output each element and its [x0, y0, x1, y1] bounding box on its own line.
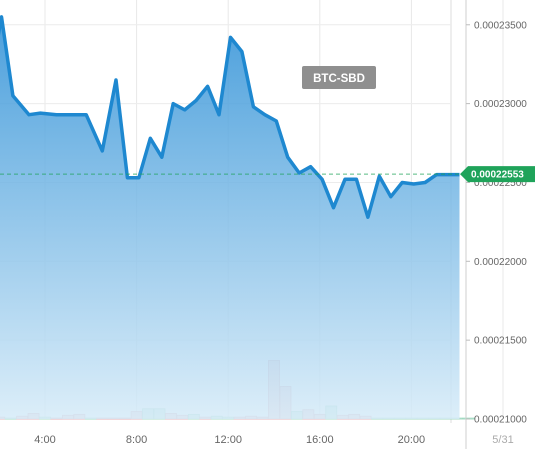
y-tick-label: 0.00022000 — [474, 257, 527, 268]
y-tick-label: 0.00021000 — [474, 415, 527, 426]
x-axis-ticks: 4:00 8:00 12:00 16:00 20:00 5/31 — [34, 434, 513, 446]
current-price-tag: 0.00022553 — [460, 166, 535, 183]
price-line[interactable] — [0, 15, 460, 219]
y-tick-label: 0.00023000 — [474, 99, 527, 110]
x-tick-label: 12:00 — [214, 434, 242, 446]
x-tick-label: 20:00 — [398, 434, 426, 446]
y-tick-label: 0.00022500 — [474, 178, 527, 189]
x-tick-label: 16:00 — [306, 434, 334, 446]
pair-badge: BTC-SBD — [302, 66, 376, 89]
y-axis-ticks: 0.00023500 0.00023000 0.00022500 0.00022000… — [466, 20, 527, 426]
current-price-tag-background — [460, 166, 535, 183]
y-tick-label: 0.00021500 — [474, 336, 527, 347]
y-tick-label: 0.00023500 — [474, 20, 527, 31]
current-price-tag-label: 0.00022553 — [471, 170, 524, 181]
x-tick-label: 8:00 — [126, 434, 147, 446]
pair-badge-label: BTC-SBD — [313, 73, 365, 85]
price-area-fill — [0, 16, 460, 419]
pair-badge-background — [302, 66, 376, 89]
x-tick-label: 5/31 — [492, 434, 513, 446]
x-tick-label: 4:00 — [34, 434, 55, 446]
